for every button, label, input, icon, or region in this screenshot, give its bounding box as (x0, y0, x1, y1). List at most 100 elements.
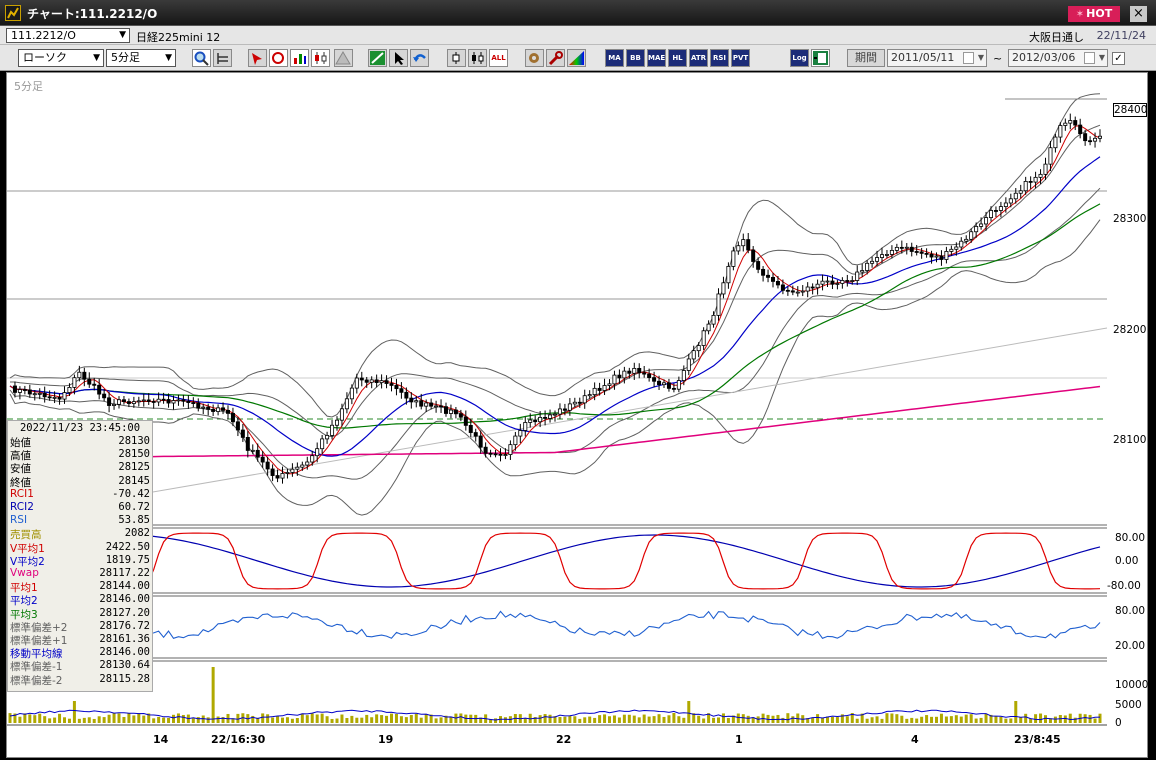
volume-bar (1004, 718, 1008, 723)
volume-bar (127, 713, 131, 723)
candle-body (825, 280, 830, 283)
date-to-input[interactable]: 2012/03/06 ▼ (1008, 49, 1108, 67)
volume-bar (637, 717, 641, 723)
candle-body (245, 437, 250, 451)
indicator-button-rsi[interactable]: RSI (710, 49, 729, 67)
candle-body (562, 408, 567, 411)
volume-bar (58, 713, 62, 723)
volume-bar (538, 715, 542, 723)
volume-bar (959, 716, 963, 723)
candle-body (458, 413, 463, 418)
candle-body (1058, 125, 1063, 138)
candle-body (364, 379, 369, 383)
volume-bar (206, 717, 210, 723)
chevron-down-icon: ▼ (119, 30, 126, 40)
volume-bar (147, 713, 151, 723)
indicator-button-bb[interactable]: BB (626, 49, 645, 67)
wrench-icon[interactable] (546, 49, 565, 67)
pointer-icon[interactable] (389, 49, 408, 67)
candle-body (126, 401, 131, 404)
candle-body (815, 283, 820, 289)
candle-body (949, 248, 954, 252)
search-chart-icon[interactable] (269, 49, 288, 67)
volume-bar (365, 714, 369, 723)
candle-body (478, 435, 483, 448)
settings-icon[interactable] (525, 49, 544, 67)
candle-body (666, 382, 671, 389)
candle-body (998, 206, 1003, 211)
candle-body (211, 408, 216, 412)
indicator-button-hl[interactable]: HL (668, 49, 687, 67)
volume-bar (315, 714, 319, 723)
undo-icon[interactable] (410, 49, 429, 67)
date-from-input[interactable]: 2011/05/11 ▼ (887, 49, 987, 67)
indicator-button-mae[interactable]: MAE (647, 49, 666, 67)
volume-bar (320, 713, 324, 723)
log-scale-button[interactable]: Log (790, 49, 809, 67)
volume-bar (33, 715, 37, 723)
calendar-icon[interactable] (1084, 52, 1095, 64)
split-panel-icon[interactable] (213, 49, 232, 67)
candle-body (1088, 140, 1093, 143)
bar-chart-icon[interactable] (290, 49, 309, 67)
chart-type-select[interactable]: ローソク ▼ (18, 49, 104, 67)
candle-body (855, 271, 860, 281)
volume-bar (459, 713, 463, 723)
volume-bar (949, 716, 953, 723)
indicator-button-pvt[interactable]: PVT (731, 49, 750, 67)
info-row: Vwap 28117.22 (8, 567, 152, 580)
cursor-tool-icon[interactable] (248, 49, 267, 67)
indicator-button-atr[interactable]: ATR (689, 49, 708, 67)
timeframe-select[interactable]: 5分足 ▼ (106, 49, 176, 67)
candle-body (325, 435, 330, 440)
info-value: 28115.28 (99, 672, 150, 685)
volume-bar (276, 716, 280, 723)
volume-bar (1093, 718, 1097, 723)
volume-bar (603, 714, 607, 723)
candle-body (384, 380, 389, 384)
volume-bar (930, 716, 934, 723)
chevron-down-icon: ▼ (165, 53, 172, 63)
date-range-checkbox[interactable]: ✓ (1112, 52, 1125, 65)
volume-bar (533, 717, 537, 723)
candle-body (379, 380, 384, 383)
line-draw-icon[interactable] (368, 49, 387, 67)
calendar-icon[interactable] (963, 52, 974, 64)
candle-body (191, 402, 196, 404)
candle-body (429, 402, 434, 407)
candle-body (681, 370, 686, 381)
candle-pair-icon[interactable] (468, 49, 487, 67)
chart-window-icon[interactable] (811, 49, 830, 67)
volume-bar (176, 713, 180, 723)
volume-bar (345, 718, 349, 723)
candle-body (448, 409, 453, 414)
close-button[interactable]: × (1130, 6, 1147, 22)
warning-icon[interactable] (334, 49, 353, 67)
indicator-button-ma[interactable]: MA (605, 49, 624, 67)
symbol-select[interactable]: 111.2212/O ▼ (6, 28, 130, 43)
period-button[interactable]: 期間 (847, 49, 885, 67)
candle-body (176, 399, 181, 402)
candle-body (691, 350, 696, 360)
candle-body (136, 400, 141, 403)
candle-icon[interactable] (447, 49, 466, 67)
bollinger-upper-1 (10, 124, 1101, 438)
chart-canvas[interactable] (7, 73, 1149, 759)
info-row: 移動平均線 28146.00 (8, 646, 152, 660)
zoom-icon[interactable] (192, 49, 211, 67)
candle-body (1068, 120, 1073, 124)
volume-bar (399, 716, 403, 723)
candle-body (652, 377, 657, 382)
volume-bar (717, 717, 720, 723)
candle-body (310, 455, 315, 463)
chart-type-value: ローソク (23, 51, 67, 64)
volume-bar (1019, 717, 1023, 723)
candle-body (300, 464, 305, 468)
candle-body (349, 387, 354, 400)
chart-area[interactable]: 5分足 28400 28300 28200 28100 80.00 0.00 -… (6, 72, 1148, 758)
color-palette-icon[interactable] (567, 49, 586, 67)
volume-bar (702, 718, 706, 723)
candle-compare-icon[interactable] (311, 49, 330, 67)
show-all-button[interactable]: ALL (489, 49, 508, 67)
hot-button[interactable]: ✶ HOT (1068, 6, 1120, 22)
